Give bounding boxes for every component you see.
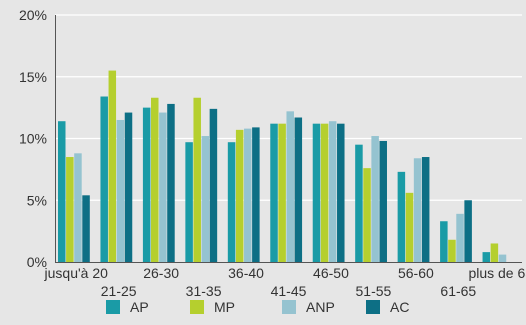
bar-mp-2 xyxy=(151,97,159,263)
legend-label-anp: ANP xyxy=(306,299,335,315)
bar-ap-0 xyxy=(58,121,66,263)
bar-anp-5 xyxy=(286,111,294,262)
x-tick-label: 56-60 xyxy=(398,265,434,281)
bar-mp-7 xyxy=(363,168,371,262)
bar-mp-8 xyxy=(405,192,414,262)
bar-ap-6 xyxy=(312,123,321,263)
y-tick-label: 15% xyxy=(19,69,47,85)
bar-ac-4 xyxy=(252,127,260,262)
x-tick-label: plus de 65 xyxy=(468,265,526,281)
bar-ap-1 xyxy=(100,96,108,262)
legend-swatch-anp xyxy=(282,300,296,314)
bar-ap-3 xyxy=(185,142,193,262)
x-tick-labels: jusqu'à 20 21-25 26-30 31-35 36-40 41-45 46-50… xyxy=(44,265,526,299)
y-tick-label: 10% xyxy=(19,131,47,147)
bar-anp-9 xyxy=(456,213,464,262)
bar-ap-5 xyxy=(270,123,278,263)
bar-ap-10 xyxy=(482,252,491,262)
y-tick-label: 5% xyxy=(27,192,47,208)
bar-ap-4 xyxy=(227,142,236,262)
legend: AP MP ANP AC xyxy=(106,299,409,315)
bar-ac-6 xyxy=(337,123,345,263)
legend-swatch-mp xyxy=(190,300,204,314)
bar-anp-10 xyxy=(498,254,507,262)
bar-ap-8 xyxy=(397,171,406,262)
x-tick-label: 51-55 xyxy=(356,283,392,299)
bar-mp-4 xyxy=(235,129,244,262)
legend-swatch-ac xyxy=(366,300,380,314)
bar-anp-2 xyxy=(159,112,167,262)
bar-mp-1 xyxy=(108,70,117,262)
bar-mp-9 xyxy=(448,239,456,262)
bar-ac-9 xyxy=(464,200,472,262)
bar-anp-7 xyxy=(371,136,379,262)
bar-ap-2 xyxy=(142,107,151,262)
bar-anp-3 xyxy=(201,136,210,262)
legend-label-ap: AP xyxy=(130,299,149,315)
x-tick-label: 61-65 xyxy=(440,283,476,299)
bar-anp-0 xyxy=(74,153,82,262)
legend-label-mp: MP xyxy=(214,299,235,315)
axes xyxy=(55,15,522,263)
legend-label-ac: AC xyxy=(390,299,409,315)
bar-ac-8 xyxy=(421,157,430,262)
y-tick-label: 0% xyxy=(27,254,47,270)
bar-mp-3 xyxy=(193,97,201,263)
bar-ac-0 xyxy=(82,195,90,262)
x-tick-label: 21-25 xyxy=(101,283,137,299)
bar-mp-5 xyxy=(278,123,286,263)
bar-ac-2 xyxy=(167,103,175,262)
y-tick-labels: 0% 5% 10% 15% 20% xyxy=(19,7,47,270)
bar-ac-5 xyxy=(294,117,303,262)
bar-mp-6 xyxy=(320,123,329,263)
bar-ap-9 xyxy=(440,221,448,262)
bar-ac-3 xyxy=(209,108,218,262)
bar-anp-4 xyxy=(244,128,252,262)
legend-swatch-ap xyxy=(106,300,120,314)
x-tick-label: 41-45 xyxy=(271,283,307,299)
bar-anp-8 xyxy=(413,158,422,262)
bar-mp-10 xyxy=(490,243,499,262)
bar-ac-7 xyxy=(379,140,387,262)
bar-anp-6 xyxy=(328,121,337,263)
bar-ac-1 xyxy=(124,112,133,262)
x-tick-label: 36-40 xyxy=(228,265,264,281)
x-tick-label: jusqu'à 20 xyxy=(44,265,109,281)
bar-ap-7 xyxy=(355,144,363,262)
x-tick-label: 26-30 xyxy=(143,265,179,281)
y-tick-label: 20% xyxy=(19,7,47,23)
bar-anp-1 xyxy=(116,119,125,262)
x-tick-label: 46-50 xyxy=(313,265,349,281)
bar-mp-0 xyxy=(66,157,74,262)
x-tick-label: 31-35 xyxy=(186,283,222,299)
bars xyxy=(58,70,507,263)
